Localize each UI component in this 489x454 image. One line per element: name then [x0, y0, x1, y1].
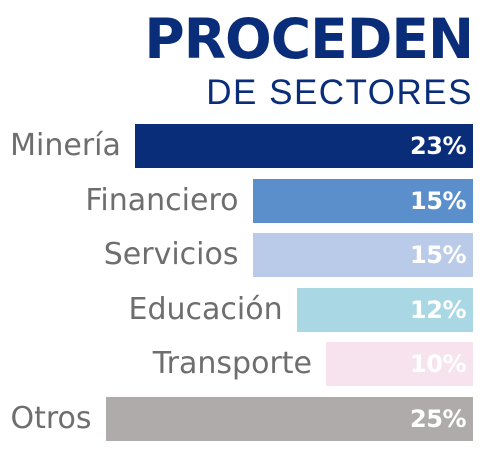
- bar-5: [105, 396, 473, 441]
- bar-1: [252, 178, 473, 223]
- bar-value-label: 15%: [410, 241, 466, 269]
- chart-title: PROCEDEN: [144, 7, 474, 71]
- bar-2: [252, 233, 473, 277]
- bar-value-label: 10%: [410, 350, 466, 378]
- category-label: Servicios: [103, 237, 239, 272]
- category-label: Minería: [10, 128, 121, 163]
- bar-0: [134, 124, 473, 168]
- category-label: Otros: [10, 400, 92, 436]
- bar-value-label: 15%: [410, 186, 466, 215]
- category-label: Transporte: [152, 346, 312, 381]
- bar-value-label: 23%: [410, 132, 466, 160]
- category-label: Financiero: [85, 182, 239, 218]
- bar-value-label: 25%: [410, 404, 466, 433]
- category-label: Educación: [128, 291, 283, 327]
- chart-subtitle: DE SECTORES: [206, 73, 473, 112]
- bar-3: [296, 287, 473, 332]
- bar-value-label: 12%: [410, 295, 466, 324]
- bar-4: [326, 342, 473, 386]
